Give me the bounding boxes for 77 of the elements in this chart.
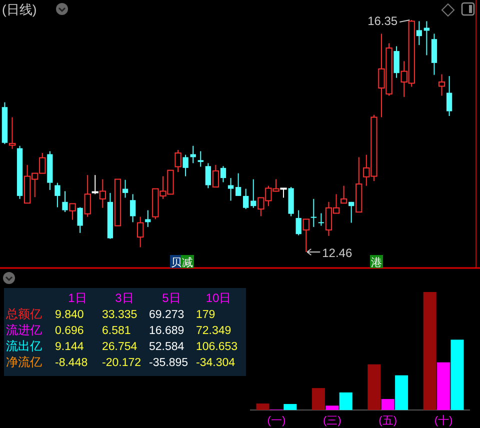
text: -8.448 — [55, 357, 88, 369]
candlestick — [145, 210, 151, 228]
candlestick — [212, 164, 220, 188]
bar — [450, 340, 464, 410]
candlestick — [348, 201, 354, 224]
candlestick — [446, 76, 452, 117]
candlestick — [62, 190, 68, 213]
bar — [312, 388, 325, 410]
candlestick — [190, 145, 196, 164]
x-tick-label: (五) — [378, 415, 398, 427]
candlestick — [54, 182, 60, 208]
candlestick — [205, 162, 211, 189]
text: 流出亿 — [6, 339, 42, 353]
text: 3日 — [115, 291, 134, 305]
candlestick — [235, 172, 242, 196]
candlestick — [310, 198, 316, 228]
bar — [256, 404, 270, 410]
candlestick — [137, 216, 144, 248]
bar — [423, 292, 436, 410]
text: 6.581 — [102, 325, 131, 337]
text: -34.304 — [196, 357, 236, 369]
candlestick — [130, 194, 136, 223]
text: 净流亿 — [6, 355, 42, 369]
text: 26.754 — [102, 341, 138, 353]
text: 9.144 — [55, 341, 84, 353]
candlestick — [340, 185, 348, 204]
text: 16.689 — [149, 325, 184, 337]
candlestick — [77, 206, 83, 234]
candlestick — [174, 150, 182, 173]
candlestick — [438, 74, 446, 96]
candlestick — [8, 116, 16, 150]
text: 1日 — [68, 291, 87, 305]
candlestick — [296, 210, 302, 236]
text: 总额亿 — [5, 307, 42, 321]
text: -35.895 — [149, 357, 188, 369]
candlestick — [122, 179, 128, 198]
bar — [381, 399, 394, 410]
candlestick — [198, 150, 204, 168]
text: 52.584 — [149, 341, 185, 353]
text: 72.349 — [196, 325, 232, 337]
text: 流进亿 — [6, 323, 42, 337]
text: 0.696 — [55, 325, 84, 337]
candlestick — [220, 166, 226, 183]
annotation: 12.46 — [322, 246, 352, 260]
text: 179 — [196, 309, 216, 321]
x-tick-label: (十) — [434, 414, 453, 427]
text: 9.840 — [55, 309, 84, 321]
x-tick-label: (三) — [322, 415, 342, 427]
text: -20.172 — [102, 357, 142, 369]
candlestick — [302, 218, 310, 252]
candlestick — [182, 154, 188, 177]
x-tick-label: (一) — [267, 415, 286, 427]
chart-title: (日线) — [2, 2, 37, 17]
candlestick — [243, 188, 249, 210]
candlestick — [431, 33, 438, 76]
candlestick — [394, 46, 400, 78]
candlestick — [84, 174, 91, 218]
text: 减 — [182, 256, 193, 269]
bar — [395, 375, 408, 410]
candlestick — [416, 20, 422, 46]
bar — [339, 392, 352, 410]
candlestick — [250, 178, 256, 208]
bar — [326, 406, 339, 410]
candlestick — [69, 203, 76, 220]
text: 69.273 — [149, 309, 184, 321]
annotation: 16.35 — [368, 14, 398, 28]
bar — [368, 364, 381, 410]
text: 106.653 — [196, 341, 238, 353]
text: 贝 — [171, 257, 182, 269]
text: 5日 — [162, 291, 181, 305]
bar — [284, 404, 297, 410]
text: 33.335 — [102, 309, 138, 321]
text: 10日 — [206, 291, 232, 305]
bar — [437, 362, 450, 410]
candlestick — [228, 178, 234, 202]
candlestick — [318, 212, 324, 226]
text: 港 — [371, 256, 382, 269]
